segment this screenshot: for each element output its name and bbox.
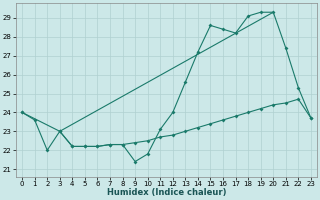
X-axis label: Humidex (Indice chaleur): Humidex (Indice chaleur)	[107, 188, 226, 197]
